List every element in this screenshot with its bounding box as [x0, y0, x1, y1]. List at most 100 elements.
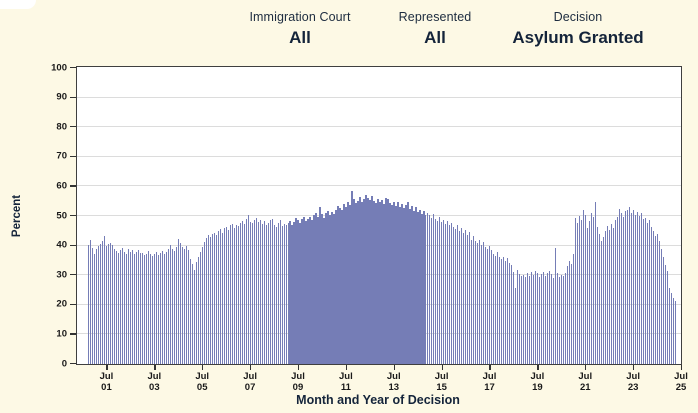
- bar-month-217[interactable]: [520, 276, 523, 364]
- bar-month-245[interactable]: [576, 223, 579, 364]
- bar-month-262[interactable]: [610, 224, 613, 364]
- bar-month-279[interactable]: [644, 217, 646, 364]
- bar-month-65[interactable]: [217, 231, 220, 364]
- bar-month-118[interactable]: [323, 218, 325, 364]
- bar-month-129[interactable]: [345, 207, 347, 364]
- bar-month-183[interactable]: [453, 226, 455, 364]
- bar-month-181[interactable]: [449, 225, 451, 364]
- bar-month-90[interactable]: [267, 222, 269, 364]
- bar-month-101[interactable]: [289, 221, 291, 364]
- bar-month-120[interactable]: [327, 210, 329, 364]
- bar-month-34[interactable]: [155, 251, 158, 364]
- bar-month-146[interactable]: [379, 202, 381, 364]
- bar-month-208[interactable]: [502, 256, 505, 364]
- bar-month-38[interactable]: [163, 254, 166, 364]
- bar-month-194[interactable]: [475, 240, 477, 364]
- bar-month-160[interactable]: [407, 202, 409, 364]
- bar-month-281[interactable]: [648, 220, 650, 364]
- bar-month-177[interactable]: [441, 222, 443, 364]
- bar-month-226[interactable]: [538, 276, 541, 364]
- bar-month-24[interactable]: [135, 251, 138, 364]
- bar-month-175[interactable]: [437, 221, 439, 364]
- bar-month-104[interactable]: [295, 217, 297, 364]
- bar-month-13[interactable]: [113, 248, 116, 364]
- bar-month-93[interactable]: [273, 224, 275, 364]
- bar-month-157[interactable]: [401, 204, 403, 364]
- bar-month-119[interactable]: [325, 213, 327, 364]
- bar-month-203[interactable]: [492, 253, 495, 364]
- bar-month-188[interactable]: [463, 233, 465, 364]
- bar-month-172[interactable]: [431, 217, 433, 364]
- bar-month-227[interactable]: [540, 274, 543, 364]
- bar-month-23[interactable]: [133, 254, 136, 364]
- bar-month-105[interactable]: [297, 219, 299, 364]
- bar-month-85[interactable]: [257, 222, 259, 364]
- bar-month-236[interactable]: [558, 276, 561, 364]
- bar-month-83[interactable]: [253, 220, 255, 364]
- bar-month-246[interactable]: [578, 215, 581, 364]
- bar-month-89[interactable]: [265, 225, 267, 364]
- bar-month-218[interactable]: [522, 274, 525, 364]
- bar-month-201[interactable]: [488, 245, 491, 364]
- bar-month-99[interactable]: [285, 225, 287, 364]
- bar-month-278[interactable]: [642, 219, 644, 364]
- bar-month-27[interactable]: [141, 253, 144, 364]
- bar-month-152[interactable]: [391, 204, 393, 364]
- bar-month-214[interactable]: [514, 287, 517, 364]
- bar-month-206[interactable]: [498, 257, 501, 364]
- bar-month-273[interactable]: [632, 209, 634, 364]
- bar-month-239[interactable]: [564, 273, 567, 364]
- bar-month-73[interactable]: [233, 227, 235, 364]
- bar-month-193[interactable]: [473, 236, 475, 364]
- bar-month-127[interactable]: [341, 210, 343, 364]
- bar-month-82[interactable]: [251, 223, 253, 364]
- bar-month-135[interactable]: [357, 200, 359, 364]
- bar-month-207[interactable]: [500, 259, 503, 364]
- bar-month-117[interactable]: [321, 214, 323, 364]
- bar-month-224[interactable]: [534, 270, 537, 364]
- bar-month-63[interactable]: [213, 232, 216, 364]
- bar-month-137[interactable]: [361, 201, 363, 364]
- bar-month-26[interactable]: [139, 253, 142, 364]
- bar-month-3[interactable]: [93, 254, 96, 364]
- bar-month-76[interactable]: [239, 222, 241, 364]
- bar-month-35[interactable]: [157, 254, 160, 364]
- bar-month-153[interactable]: [393, 201, 395, 364]
- bar-month-114[interactable]: [315, 213, 317, 364]
- bar-month-42[interactable]: [171, 248, 174, 364]
- bar-month-112[interactable]: [311, 220, 313, 364]
- bar-month-68[interactable]: [223, 228, 225, 364]
- bar-month-240[interactable]: [566, 266, 569, 364]
- bar-month-248[interactable]: [582, 210, 585, 364]
- bar-month-166[interactable]: [419, 209, 421, 364]
- bar-month-165[interactable]: [417, 212, 419, 364]
- bar-month-270[interactable]: [626, 209, 628, 364]
- bar-month-49[interactable]: [185, 245, 188, 364]
- bar-month-30[interactable]: [147, 251, 150, 364]
- bar-month-95[interactable]: [277, 222, 279, 364]
- bar-month-70[interactable]: [227, 230, 229, 364]
- bar-month-287[interactable]: [660, 248, 662, 364]
- bar-month-61[interactable]: [209, 237, 212, 364]
- bar-month-271[interactable]: [628, 207, 630, 364]
- bar-month-216[interactable]: [518, 274, 521, 364]
- bar-month-32[interactable]: [151, 255, 154, 364]
- bar-month-151[interactable]: [389, 202, 391, 364]
- bar-month-228[interactable]: [542, 272, 545, 364]
- bar-month-289[interactable]: [664, 264, 666, 364]
- bar-month-60[interactable]: [207, 235, 210, 364]
- bar-month-148[interactable]: [383, 203, 385, 364]
- bar-month-154[interactable]: [395, 205, 397, 364]
- bar-month-178[interactable]: [443, 219, 445, 364]
- bar-month-264[interactable]: [614, 219, 617, 364]
- bar-month-268[interactable]: [622, 216, 624, 364]
- bar-month-55[interactable]: [197, 256, 200, 364]
- bar-month-142[interactable]: [371, 196, 373, 364]
- bar-month-44[interactable]: [175, 247, 178, 364]
- bar-month-86[interactable]: [259, 219, 261, 364]
- bar-month-1[interactable]: [89, 240, 92, 364]
- bar-month-74[interactable]: [235, 224, 237, 364]
- bar-month-294[interactable]: [674, 301, 676, 364]
- bar-month-6[interactable]: [99, 244, 102, 364]
- bar-month-210[interactable]: [506, 258, 509, 364]
